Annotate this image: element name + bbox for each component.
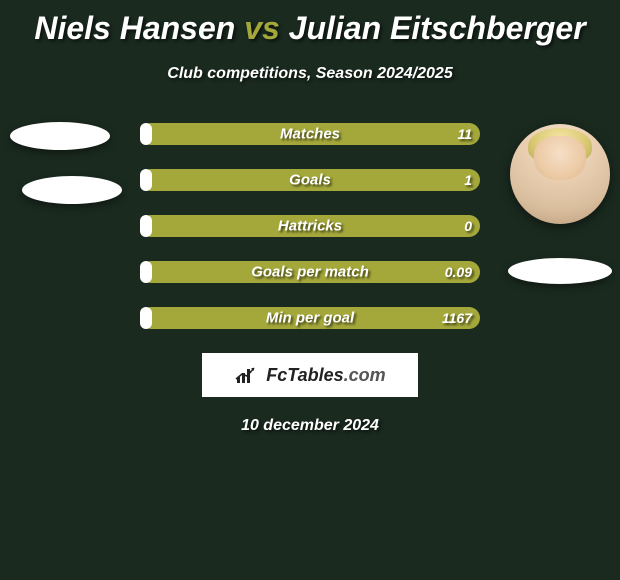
stat-row: Goals per match 0.09: [140, 261, 480, 283]
stat-row: Hattricks 0: [140, 215, 480, 237]
stat-bar-left: [140, 169, 152, 191]
stat-value-right: 1167: [442, 310, 472, 326]
stat-label: Goals: [289, 172, 331, 189]
stat-label: Matches: [280, 126, 340, 143]
snapshot-date: 10 december 2024: [0, 417, 620, 435]
stat-row: Goals 1: [140, 169, 480, 191]
subtitle: Club competitions, Season 2024/2025: [0, 65, 620, 83]
stat-bar-left: [140, 307, 152, 329]
source-logo: FcTables.com: [202, 353, 418, 397]
stat-value-right: 0.09: [445, 264, 472, 280]
stat-value-right: 1: [464, 172, 472, 188]
stat-row: Min per goal 1167: [140, 307, 480, 329]
stats-container: Matches 11 Goals 1 Hattricks 0 Goals per match…: [0, 123, 620, 329]
stat-bar-left: [140, 215, 152, 237]
player2-name: Julian Eitschberger: [289, 10, 586, 46]
stat-value-right: 11: [457, 126, 472, 142]
logo-text-main: FcTables: [266, 365, 343, 385]
stat-label: Hattricks: [278, 218, 342, 235]
stat-bar-left: [140, 261, 152, 283]
stat-label: Min per goal: [266, 310, 354, 327]
player1-name: Niels Hansen: [34, 10, 235, 46]
stat-bar-left: [140, 123, 152, 145]
stat-value-right: 0: [464, 218, 472, 234]
comparison-title: Niels Hansen vs Julian Eitschberger: [0, 0, 620, 47]
stat-row: Matches 11: [140, 123, 480, 145]
vs-label: vs: [244, 10, 280, 46]
stat-label: Goals per match: [251, 264, 369, 281]
logo-text-domain: .com: [344, 365, 386, 385]
logo-text: FcTables.com: [266, 365, 385, 386]
chart-icon: [234, 365, 260, 385]
